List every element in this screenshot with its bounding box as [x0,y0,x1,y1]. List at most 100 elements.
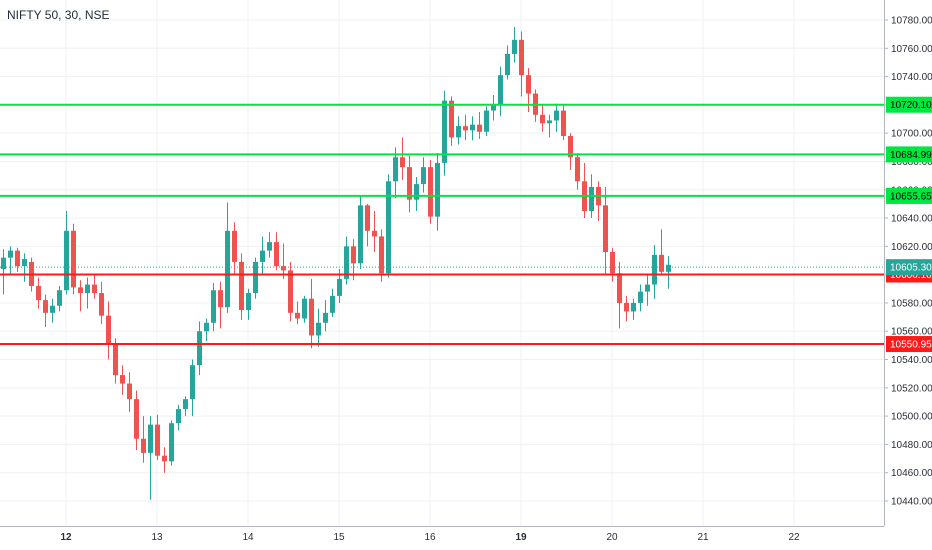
x-tick-label: 14 [242,532,254,543]
candle-body [134,399,139,439]
candle-body [470,124,475,131]
candle-body [267,242,272,251]
candle-body [183,399,188,410]
candle-body [197,331,202,366]
y-tick-label: 10520.00 [891,383,932,394]
candle-body [428,167,433,217]
candle-body [36,285,41,301]
candle-body [239,261,244,311]
candle-body [22,259,27,267]
y-tick-label: 10500.00 [891,412,932,423]
candle-body [71,230,76,288]
candle-body [624,302,629,312]
candle-body [169,423,174,462]
candle-body [141,438,146,453]
level-tag [886,336,932,353]
candle-body [365,205,370,231]
y-tick-label: 10780.00 [891,16,932,27]
y-tick-label: 10760.00 [891,44,932,55]
candle-body [106,315,111,344]
candle-body [456,126,461,138]
candle-body [568,136,573,158]
y-tick-label: 10480.00 [891,440,932,451]
x-tick-label: 12 [60,532,72,543]
candle-body [225,230,230,308]
level-tag-label: 10600.10 [890,270,932,281]
x-tick-label: 19 [515,532,527,543]
candle-body [99,293,104,316]
candle-body [85,284,90,294]
candle-body [526,75,531,94]
candle-body [260,250,265,262]
candle-body [92,284,97,294]
candle-body [351,246,356,264]
candle-body [659,254,664,272]
candle-body [561,110,566,137]
candle-body [218,290,223,308]
candle-body [435,162,440,217]
x-tick-label: 20 [606,532,618,543]
level-tag [886,146,932,163]
y-tick-label: 10580.00 [891,298,932,309]
candle-body [463,126,468,131]
candle-body [1,257,6,269]
candle-body [50,305,55,313]
candle-body [421,167,426,185]
candle-body [344,246,349,279]
candle-body [554,110,559,121]
candle-body [386,181,391,274]
candle-body [358,205,363,264]
candle-body [652,254,657,285]
last-price-label: 10605.30 [890,263,932,274]
candle-body [519,39,524,76]
candle-body [449,100,454,138]
candle-body [155,424,160,456]
candle-body [162,455,167,462]
candle-body [666,264,671,272]
level-tag-label: 10655.65 [890,191,932,202]
candle-body [330,295,335,313]
candle-body [547,120,552,124]
y-tick-label: 10620.00 [891,242,932,253]
candle-body [211,290,216,323]
candle-body [253,261,258,294]
x-tick-label: 15 [333,532,345,543]
candle-body [274,242,279,267]
candle-body [379,236,384,274]
candle-body [645,284,650,292]
candle-body [127,383,132,400]
candle-body [8,250,13,258]
level-tag [886,187,932,204]
y-tick-label: 10540.00 [891,355,932,366]
candle-body [15,250,20,267]
candle-body [309,298,314,336]
candle-body [400,157,405,168]
y-tick-label: 10460.00 [891,468,932,479]
candle-body [638,291,643,303]
candle-body [603,205,608,253]
candle-body [372,230,377,237]
candle-body [113,343,118,376]
candle-body [148,424,153,453]
candle-body [120,375,125,384]
candle-body [190,365,195,400]
candle-body [617,273,622,303]
candle-body [393,157,398,182]
level-tag-label: 10720.10 [890,100,932,111]
chart-title: NIFTY 50, 30, NSE [7,8,110,22]
y-tick-label: 10640.00 [891,214,932,225]
candle-body [78,287,83,294]
candle-body [575,157,580,182]
candle-body [540,114,545,124]
x-tick-label: 13 [151,532,163,543]
y-tick-label: 10560.00 [891,327,932,338]
last-price-tag [886,259,932,276]
candle-body [631,302,636,312]
candle-body [477,124,482,132]
candle-body [246,293,251,311]
candle-body [288,270,293,313]
x-tick-label: 16 [424,532,436,543]
candle-body [505,53,510,76]
y-tick-label: 10700.00 [891,129,932,140]
